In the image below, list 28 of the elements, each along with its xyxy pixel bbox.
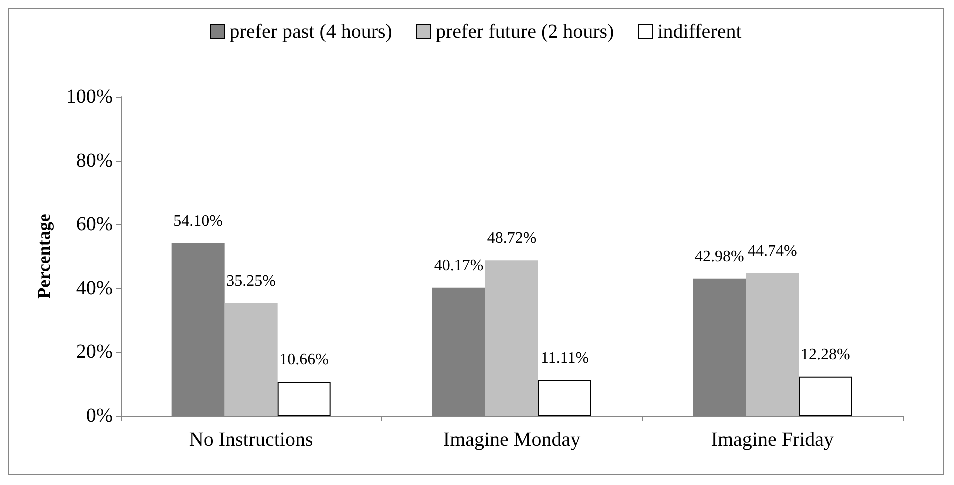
data-label: 44.74%	[748, 242, 798, 260]
y-tick-label: 60%	[76, 214, 113, 236]
legend-label: prefer future (2 hours)	[436, 21, 614, 43]
data-label: 40.17%	[434, 257, 484, 274]
legend-label: prefer past (4 hours)	[230, 21, 392, 43]
x-tick-label: No Instructions	[189, 429, 314, 451]
bar	[746, 273, 800, 416]
x-tick-label: Imagine Friday	[711, 429, 834, 451]
y-tick-label: 100%	[66, 86, 113, 108]
x-tick-label: Imagine Monday	[443, 429, 581, 451]
data-label: 12.28%	[801, 346, 850, 364]
bar	[538, 380, 592, 416]
y-tick-label: 0%	[86, 405, 113, 427]
y-axis-title: Percentage	[34, 214, 54, 299]
data-label: 42.98%	[695, 248, 744, 266]
y-tick-label: 80%	[76, 150, 113, 172]
data-label: 10.66%	[280, 351, 329, 368]
y-tick-label: 20%	[76, 341, 113, 364]
legend-label: indifferent	[658, 21, 742, 43]
bar	[278, 382, 331, 416]
data-label: 35.25%	[226, 273, 276, 290]
y-tick-label: 40%	[76, 277, 113, 300]
bar	[224, 304, 278, 416]
data-label: 54.10%	[174, 212, 223, 230]
bar	[486, 260, 538, 416]
data-label: 11.11%	[540, 350, 590, 368]
bar	[799, 376, 852, 416]
data-label: 48.72%	[487, 230, 537, 248]
